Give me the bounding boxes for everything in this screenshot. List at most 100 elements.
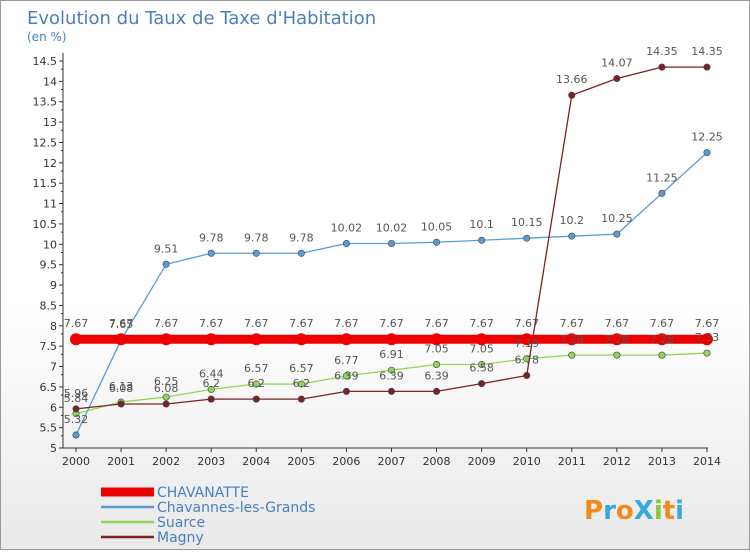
x-tick-label: 2013 (648, 455, 676, 468)
data-label: 7.67 (64, 317, 89, 330)
data-point (520, 333, 533, 346)
data-label: 6.13 (109, 380, 134, 393)
data-label: 7.67 (289, 317, 314, 330)
data-label: 13.66 (556, 73, 588, 86)
legend-label: CHAVANATTE (157, 485, 249, 501)
data-label: 9.78 (289, 231, 314, 244)
data-label: 10.02 (376, 222, 408, 235)
data-label: 7.67 (199, 317, 224, 330)
data-label: 7.67 (650, 317, 675, 330)
data-label: 10.1 (469, 218, 494, 231)
y-tick-label: 7 (50, 361, 57, 374)
data-point (523, 371, 531, 379)
brand-letter: r (603, 496, 616, 526)
data-point (70, 333, 82, 346)
y-tick-label: 5 (50, 442, 57, 455)
data-label: 10.15 (511, 216, 543, 229)
data-point (162, 260, 170, 268)
x-tick-label: 2011 (558, 455, 586, 468)
data-point (252, 380, 260, 388)
x-tick-label: 2008 (423, 455, 451, 468)
data-label: 7.67 (424, 317, 449, 330)
y-tick-label: 11 (43, 198, 57, 211)
data-point (297, 380, 305, 388)
data-point (568, 91, 576, 99)
x-tick-label: 2014 (693, 455, 721, 468)
data-point (342, 372, 350, 380)
data-label: 5.96 (64, 387, 89, 400)
data-point (478, 236, 486, 244)
data-label: 10.05 (421, 220, 453, 233)
series-lines (70, 63, 713, 439)
data-label: 7.05 (424, 342, 449, 355)
data-point (385, 333, 398, 346)
data-label: 6.2 (202, 377, 220, 390)
data-point (207, 395, 215, 403)
data-label: 6.08 (154, 382, 179, 395)
data-label: 7.28 (650, 333, 675, 346)
x-tick-label: 2001 (107, 455, 135, 468)
data-point (342, 387, 350, 395)
x-tick-label: 2003 (197, 455, 225, 468)
brand-logo: ProXiti (584, 496, 684, 526)
y-tick-label: 13 (43, 116, 57, 129)
data-label: 7.67 (605, 317, 630, 330)
brand-letter: i (675, 496, 684, 526)
data-label: 6.77 (334, 354, 359, 367)
y-tick-label: 6 (50, 401, 57, 414)
y-tick-label: 12 (43, 157, 57, 170)
data-label: 6.78 (514, 353, 539, 366)
brand-letter: X (634, 496, 654, 526)
y-tick-label: 14 (43, 75, 57, 88)
data-point (205, 333, 218, 346)
y-tick-label: 11.5 (33, 177, 58, 190)
y-tick-label: 9.5 (40, 259, 58, 272)
chart-subtitle: (en %) (27, 30, 67, 44)
data-label: 7.65 (109, 318, 134, 331)
data-point (252, 249, 260, 257)
x-tick-label: 2005 (287, 455, 315, 468)
x-tick-label: 2009 (468, 455, 496, 468)
data-point (703, 349, 711, 357)
data-label: 6.2 (248, 377, 266, 390)
data-label: 6.57 (244, 362, 269, 375)
data-label: 6.08 (109, 382, 134, 395)
data-label: 14.35 (646, 45, 678, 58)
data-point (658, 189, 666, 197)
x-tick-label: 2007 (378, 455, 406, 468)
data-point (433, 387, 441, 395)
data-label: 5.32 (64, 413, 89, 426)
data-point (340, 333, 353, 346)
data-point (430, 333, 443, 346)
data-label: 7.67 (154, 317, 179, 330)
axes: 55.566.577.588.599.51010.51111.51212.513… (33, 53, 721, 468)
data-label: 7.67 (109, 317, 134, 330)
data-point (433, 360, 441, 368)
data-point (72, 431, 80, 439)
data-label: 6.44 (199, 367, 224, 380)
data-point (613, 230, 621, 238)
data-label: 7.05 (469, 342, 494, 355)
data-label: 9.78 (199, 231, 224, 244)
data-label: 7.67 (379, 317, 404, 330)
data-label: 14.07 (601, 57, 633, 70)
data-label: 7.67 (695, 317, 720, 330)
data-point (342, 240, 350, 248)
data-point (655, 333, 668, 346)
data-point (297, 395, 305, 403)
data-label: 6.39 (379, 369, 404, 382)
data-point (610, 333, 623, 346)
y-tick-label: 12.5 (33, 136, 58, 149)
x-tick-label: 2004 (242, 455, 270, 468)
data-point (115, 333, 128, 346)
data-label: 5.84 (64, 392, 89, 405)
data-point (568, 232, 576, 240)
data-point (478, 360, 486, 368)
x-tick-label: 2002 (152, 455, 180, 468)
y-tick-label: 6.5 (40, 381, 58, 394)
data-point (252, 395, 260, 403)
y-tick-label: 8.5 (40, 299, 58, 312)
x-tick-label: 2000 (62, 455, 90, 468)
data-point (387, 366, 395, 374)
data-point (387, 387, 395, 395)
